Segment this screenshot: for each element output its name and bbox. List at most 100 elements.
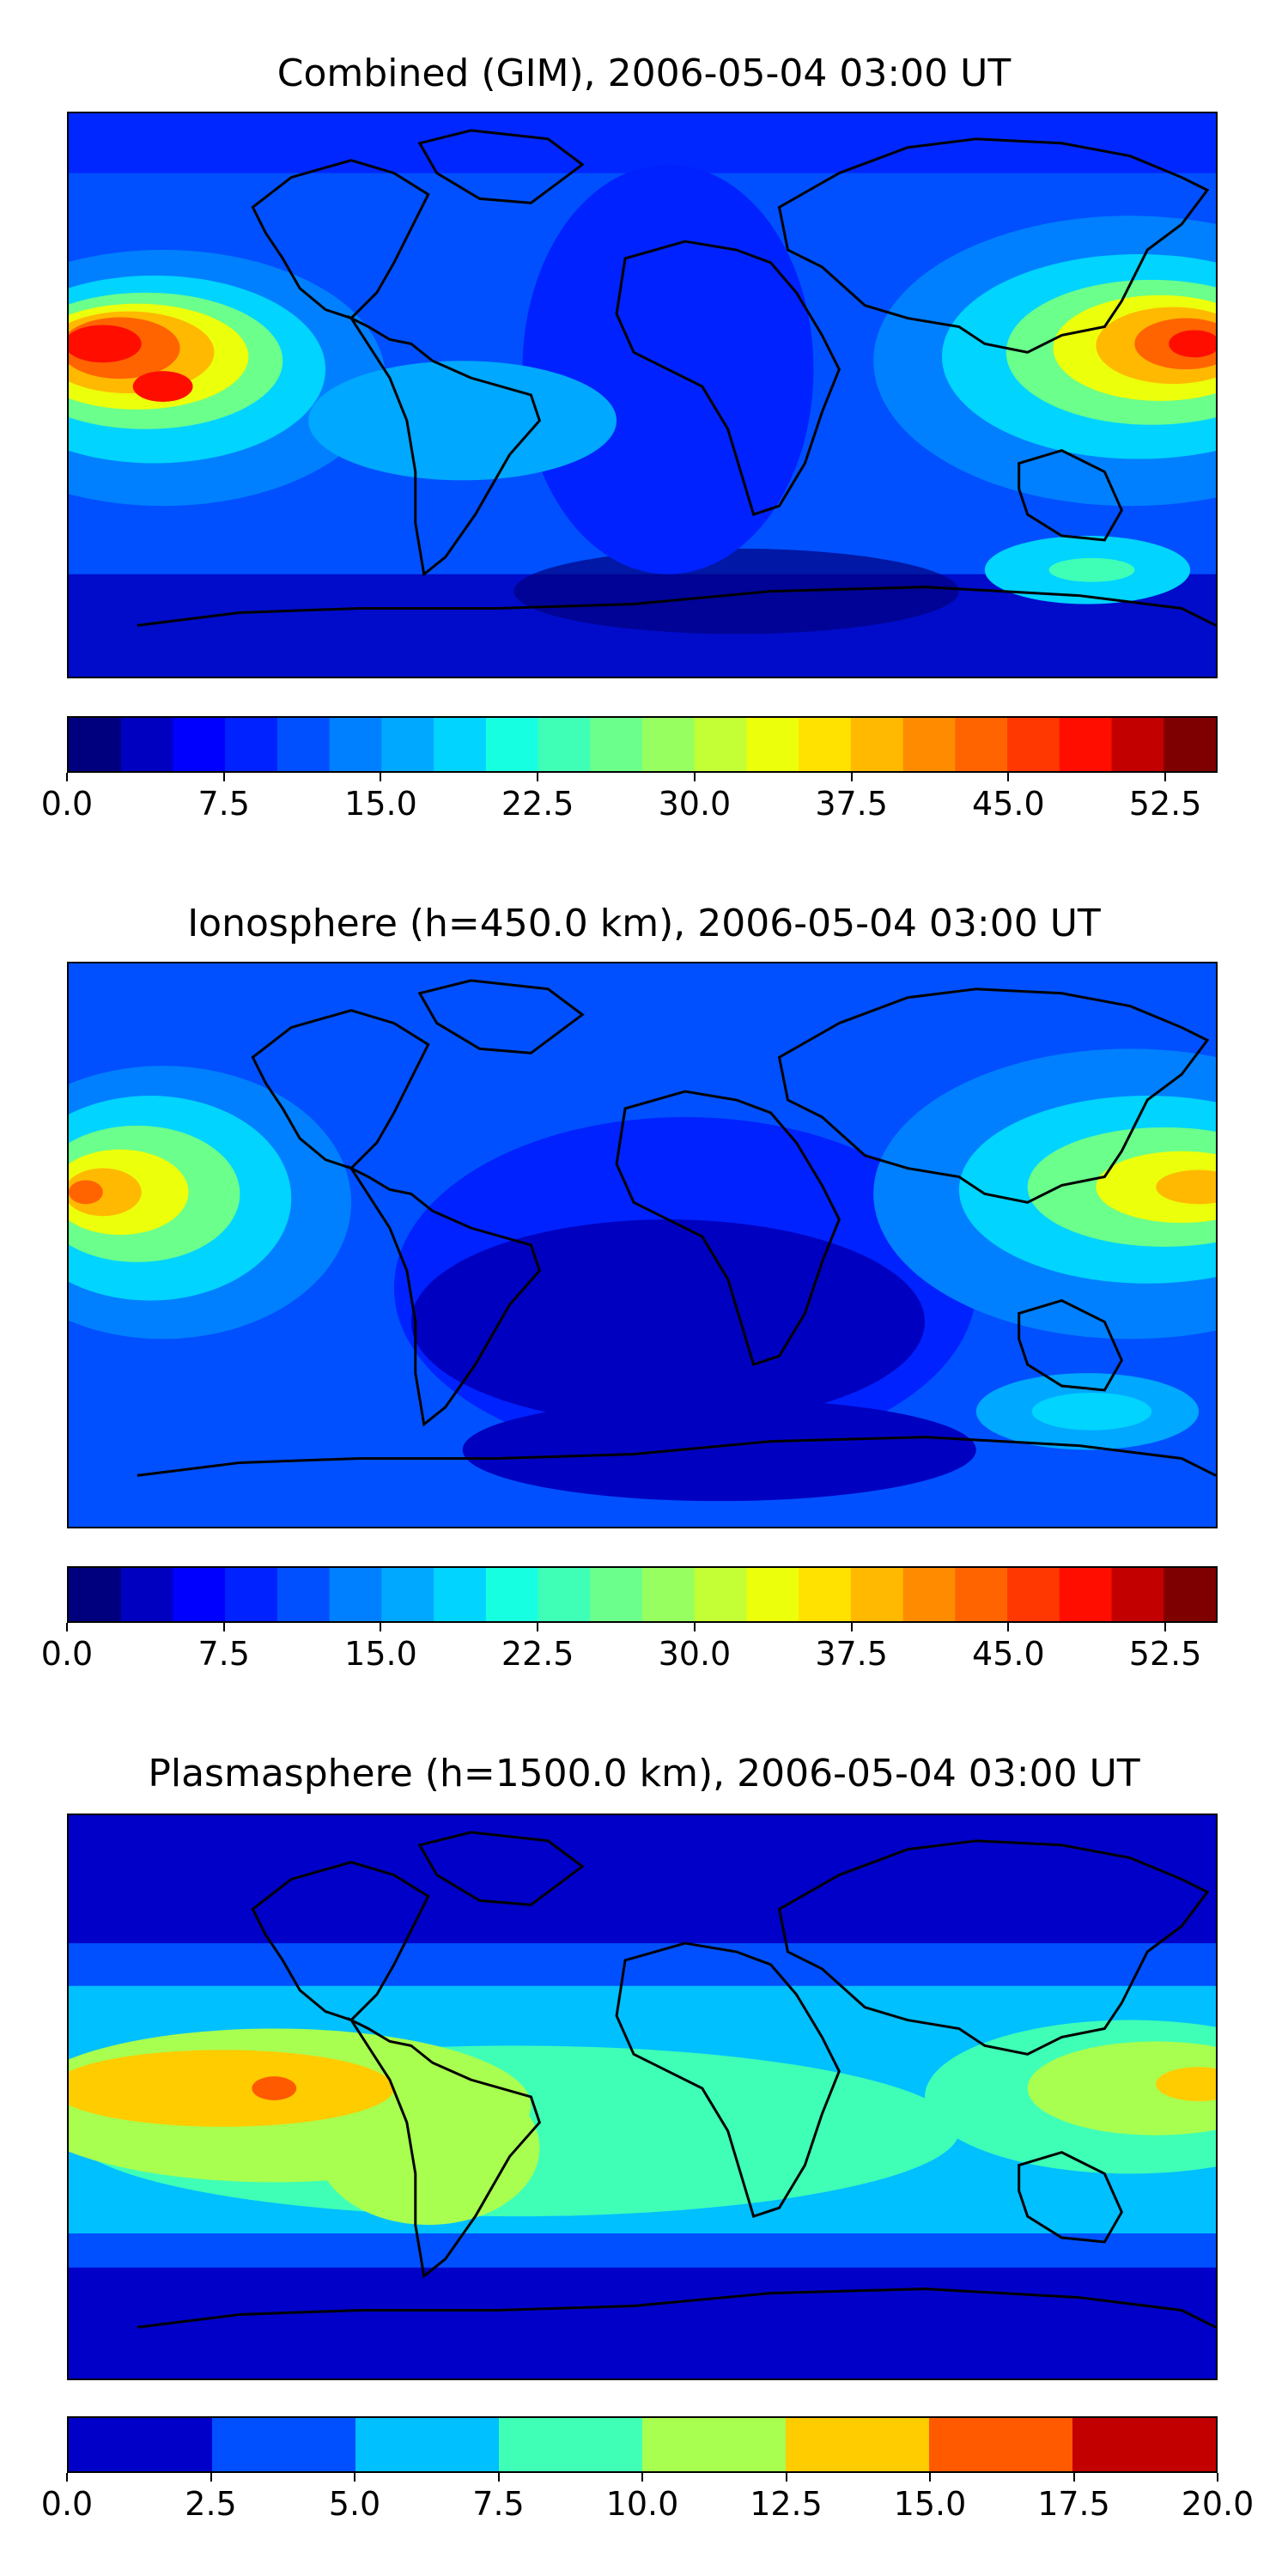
colorbar-segment xyxy=(694,1568,748,1621)
tick-label: 2.5 xyxy=(185,2485,237,2523)
tick-label: 15.0 xyxy=(344,785,417,823)
colorbar-segment xyxy=(538,718,591,771)
colorbar-segment xyxy=(955,1568,1008,1621)
tick-label: 30.0 xyxy=(658,785,732,823)
colorbar-plasmasphere xyxy=(67,2416,1218,2473)
tick-mark xyxy=(641,2473,643,2482)
tick-mark xyxy=(1007,1623,1010,1631)
colorbar-segment xyxy=(69,1568,122,1621)
colorbar-segment xyxy=(173,1568,226,1621)
map-plasmasphere xyxy=(67,1814,1218,2380)
tick-mark xyxy=(537,1623,539,1631)
colorbar-segment xyxy=(1059,1568,1113,1621)
tick-label: 52.5 xyxy=(1128,785,1202,823)
tick-label: 30.0 xyxy=(658,1635,732,1673)
colorbar-segment xyxy=(225,718,278,771)
tick-mark xyxy=(850,773,853,781)
tick-mark xyxy=(66,2473,68,2482)
colorbar-segment xyxy=(434,1568,487,1621)
tick-label: 22.5 xyxy=(501,785,574,823)
tick-label: 20.0 xyxy=(1181,2485,1255,2523)
colorbar-segment xyxy=(225,1568,278,1621)
tick-mark xyxy=(380,1623,382,1631)
panel-title: Ionosphere (h=450.0 km), 2006-05-04 03:0… xyxy=(187,902,1101,945)
colorbar-ticks: 0.0 7.5 15.0 22.5 30.0 37.5 45.0 52.5 xyxy=(41,773,1218,824)
tick-mark xyxy=(354,2473,355,2482)
tick-label: 10.0 xyxy=(605,2485,679,2523)
tick-label: 5.0 xyxy=(328,2485,381,2523)
colorbar-segment xyxy=(746,718,799,771)
tick-label: 17.5 xyxy=(1037,2485,1110,2523)
tick-mark xyxy=(1164,1623,1167,1631)
colorbar-segment xyxy=(69,718,122,771)
tick-mark xyxy=(850,1623,853,1631)
colorbar-segment xyxy=(538,1568,591,1621)
colorbar-segment xyxy=(173,718,226,771)
colorbar-segment xyxy=(642,1568,696,1621)
tick-mark xyxy=(693,773,696,781)
colorbar-segment xyxy=(485,718,539,771)
tick-label: 52.5 xyxy=(1128,1635,1202,1673)
colorbar-ticks: 0.0 2.5 5.0 7.5 10.0 12.5 15.0 17.5 20.0 xyxy=(41,2473,1254,2524)
colorbar-segment xyxy=(1072,2418,1216,2471)
tick-mark xyxy=(222,1623,225,1631)
tick-label: 37.5 xyxy=(815,1635,888,1673)
tick-label: 15.0 xyxy=(893,2485,967,2523)
tick-label: 0.0 xyxy=(40,2485,94,2523)
tick-mark xyxy=(693,1623,696,1631)
colorbar-segment xyxy=(1007,718,1060,771)
colorbar-segment xyxy=(1163,718,1216,771)
colorbar-segment xyxy=(355,2418,500,2471)
colorbar-segment xyxy=(955,718,1008,771)
tick-mark xyxy=(66,773,68,781)
tick-mark xyxy=(1164,773,1167,781)
tick-label: 45.0 xyxy=(972,1635,1045,1673)
colorbar-segment xyxy=(329,718,382,771)
colorbar-segment xyxy=(850,1568,904,1621)
colorbar-segment xyxy=(746,1568,799,1621)
colorbar-segment xyxy=(69,2418,213,2471)
tick-mark xyxy=(1072,2473,1075,2482)
colorbar-segment xyxy=(1007,1568,1060,1621)
tick-label: 0.0 xyxy=(40,1635,94,1673)
colorbar-segment xyxy=(212,2418,356,2471)
colorbar-segment xyxy=(1059,718,1113,771)
colorbar-segment xyxy=(694,718,748,771)
colorbar-combined xyxy=(67,716,1218,773)
tick-mark xyxy=(1217,2473,1218,2482)
colorbar-segment xyxy=(1111,718,1164,771)
colorbar-segment xyxy=(120,1568,174,1621)
colorbar-segment xyxy=(642,718,696,771)
tick-mark xyxy=(380,773,382,781)
tick-label: 0.0 xyxy=(40,785,94,823)
map-combined xyxy=(67,112,1218,678)
colorbar-segment xyxy=(485,1568,539,1621)
tick-mark xyxy=(66,1623,68,1631)
colorbar-segment xyxy=(381,718,434,771)
colorbar-segment xyxy=(799,1568,852,1621)
colorbar-segment xyxy=(1111,1568,1164,1621)
tick-mark xyxy=(1007,773,1010,781)
colorbar-segment xyxy=(902,1568,956,1621)
colorbar-segment xyxy=(902,718,956,771)
tick-label: 22.5 xyxy=(501,1635,574,1673)
colorbar-segment xyxy=(590,718,643,771)
colorbar-segment xyxy=(786,2418,930,2471)
colorbar-ionosphere xyxy=(67,1566,1218,1623)
colorbar-segment xyxy=(381,1568,434,1621)
colorbar-segment xyxy=(499,2418,643,2471)
tick-mark xyxy=(497,2473,500,2482)
tick-label: 37.5 xyxy=(815,785,888,823)
colorbar-segment xyxy=(850,718,904,771)
colorbar-ticks: 0.0 7.5 15.0 22.5 30.0 37.5 45.0 52.5 xyxy=(41,1623,1218,1674)
colorbar-segment xyxy=(276,718,331,771)
tick-label: 15.0 xyxy=(344,1635,417,1673)
colorbar-segment xyxy=(1163,1568,1216,1621)
tick-label: 12.5 xyxy=(750,2485,823,2523)
tick-label: 7.5 xyxy=(197,785,250,823)
tick-mark xyxy=(785,2473,787,2482)
tick-mark xyxy=(537,773,539,781)
colorbar-segment xyxy=(590,1568,643,1621)
tick-label: 7.5 xyxy=(472,2485,525,2523)
tick-mark xyxy=(929,2473,931,2482)
